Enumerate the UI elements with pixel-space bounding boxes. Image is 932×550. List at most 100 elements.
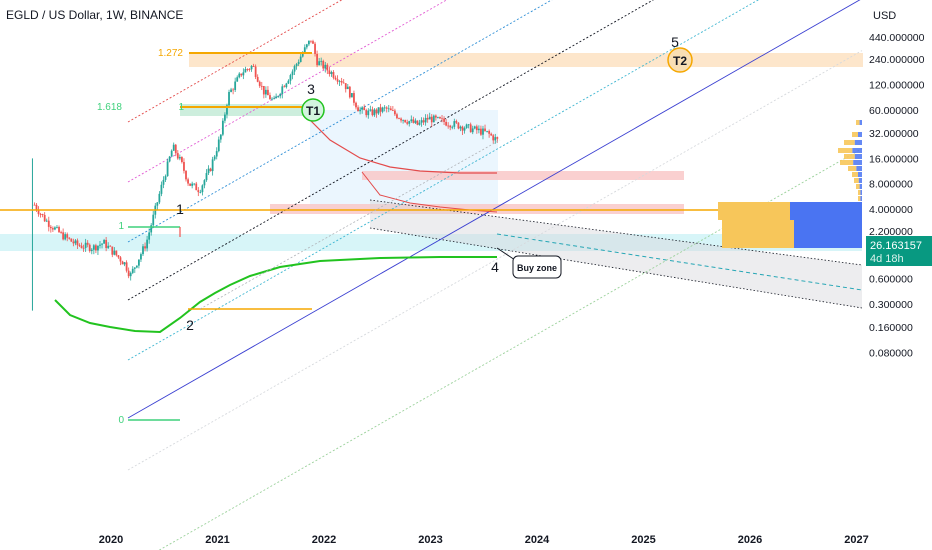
candle-body [453,121,456,127]
vp-bar-down [858,132,862,137]
candle-body [201,185,204,193]
candle-body [244,69,247,73]
vp-bar-down [854,154,862,159]
candle-body [400,118,402,121]
buy-zone-label: Buy zone [517,263,557,273]
candle-body [379,107,382,112]
time-tick: 2022 [312,534,336,546]
candle-body [398,118,400,119]
vp-bar-down [859,184,862,189]
candle-body [72,241,75,244]
candle-body [291,71,294,76]
candle-body [457,122,460,129]
time-axis[interactable]: 2020 2021 2022 2023 2024 2025 2026 2027 [99,534,869,546]
vp-bar-up [856,184,860,189]
fib-label: 1.272 [158,48,183,59]
candle-body [105,239,108,248]
candle-body [146,239,148,249]
candle-body [312,41,314,44]
candle-body [127,270,130,277]
descending-channel [370,200,862,308]
candle-body [297,62,300,65]
candle-body [62,232,65,240]
candle-body [404,119,407,123]
candle-body [117,255,120,258]
fib-label: 1 [178,102,184,113]
candle-body [361,107,364,110]
candle-body [160,184,163,194]
price-axis[interactable]: 440.000000 240.000000 120.000000 60.000000 3… [869,32,925,359]
time-tick: 2027 [844,534,868,546]
candle-body [420,120,423,123]
price-tick: 0.080000 [869,347,913,359]
candle-body [51,228,54,230]
candle-body [324,64,327,69]
candle-body [224,114,226,121]
candle-body [213,156,216,160]
candle-body [54,227,56,230]
channel-mid-projection [496,233,863,291]
candle-body [348,86,351,98]
candle-body [273,98,275,100]
candle-body [195,183,198,191]
candle-body [351,93,353,98]
candle-body [49,226,52,229]
candle-body [260,85,263,87]
candle-body [340,80,343,83]
candle-body [133,267,136,269]
candle-body [283,86,286,88]
vp-bar-down [860,190,862,195]
candle-body [355,102,357,108]
candle-body [326,64,329,71]
labels-layer: 1.272 1.618 1 1 0 1 2 3 4 5 T1 T2 [97,34,693,426]
vp-bar-down [858,172,862,177]
vp-bar-down [858,178,862,183]
zone-resistance [270,204,684,214]
price-tick: 2.200000 [869,226,913,238]
price-tick: 16.000000 [869,153,919,165]
trend-line [199,139,501,310]
vp-bar-up [838,148,853,153]
price-tick: 32.000000 [869,128,919,140]
candle-body [191,183,194,186]
candle-body [346,86,349,90]
candle-body [68,237,71,239]
candle-body [469,124,472,133]
candle-body [480,128,482,135]
candle-body [230,89,232,92]
vp-bar-up [844,140,855,145]
candle-body [488,130,491,134]
candle-body [432,115,435,123]
candle-body [193,183,196,185]
candle-body [285,83,288,88]
price-tick: 60.000000 [869,105,919,117]
candle-body [305,44,308,48]
candle-body [338,80,341,82]
candle-body [97,245,99,251]
price-axis-currency: USD [873,10,896,22]
price-tick: 240.000000 [869,54,925,66]
candle-body [209,168,212,172]
candle-body [207,168,210,174]
target-t1-circle [301,98,325,122]
fib-channel-line-4 [127,0,654,301]
candle-body [475,126,478,131]
candle-body [482,128,484,135]
candle-body [215,151,218,157]
candle-body [258,81,261,86]
candle-body [240,73,243,76]
candle-body [428,116,431,120]
candle-body [275,96,278,99]
candle-body [344,83,347,90]
candle-body [389,108,392,111]
candle-body [455,121,458,123]
candle-body [115,250,118,256]
vp-bar-down [794,220,862,248]
candle-body [170,150,173,157]
candle-body [90,249,93,252]
fib-label: 1 [118,221,124,232]
vp-bar-up [844,154,855,159]
vp-bar-up [858,190,861,195]
candle-body [203,180,206,186]
